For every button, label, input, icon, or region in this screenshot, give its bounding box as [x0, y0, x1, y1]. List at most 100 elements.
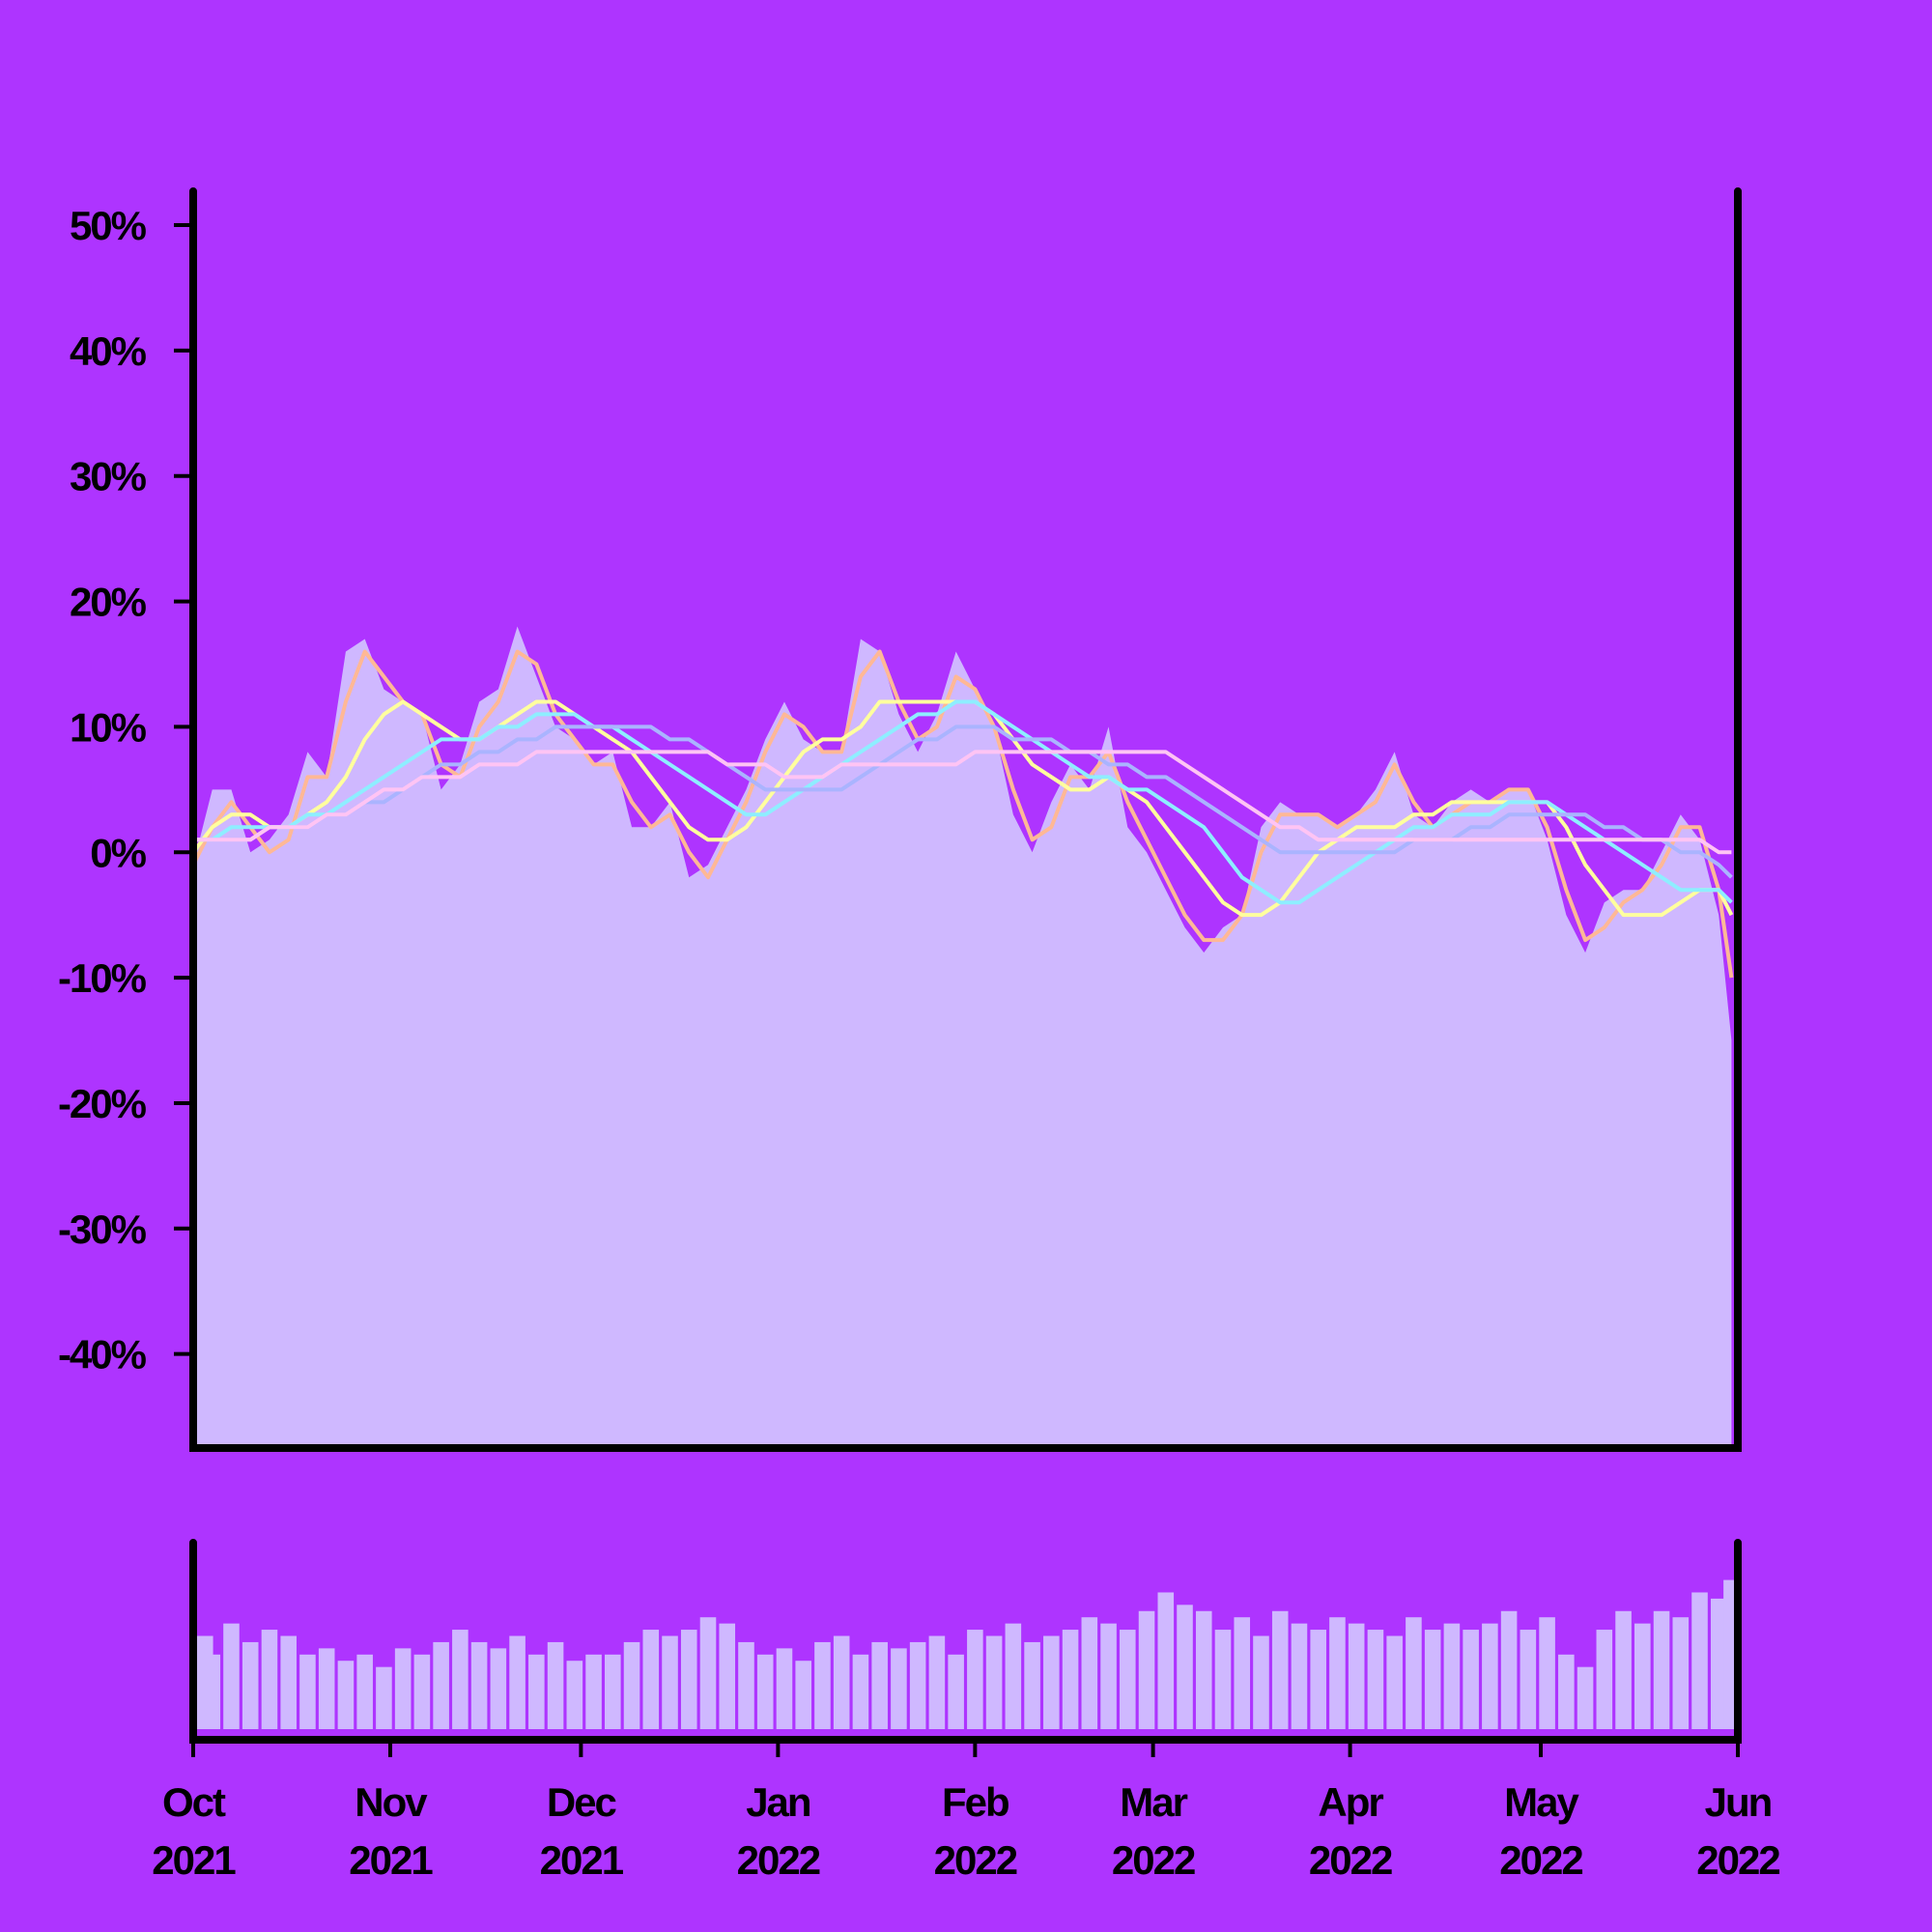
volume-bar [490, 1648, 507, 1729]
volume-bar [719, 1623, 736, 1729]
volume-bar [204, 1654, 221, 1729]
volume-bar [928, 1635, 946, 1729]
volume-bar [1005, 1623, 1022, 1729]
volume-bar [756, 1654, 774, 1729]
volume-bar [1043, 1635, 1060, 1729]
x-tick-label: Oct 2021 [152, 1779, 236, 1883]
volume-bar [967, 1630, 983, 1729]
volume-bar [280, 1635, 297, 1729]
volume-bar [1672, 1617, 1690, 1729]
volume-bar [1520, 1630, 1537, 1729]
volume-bar [985, 1635, 1003, 1729]
volume-bar [1120, 1630, 1136, 1729]
volume-bar [242, 1641, 259, 1729]
volume-bar [1234, 1617, 1251, 1729]
volume-bar [891, 1648, 907, 1729]
moving-average-line [193, 699, 1733, 905]
volume-bar [814, 1641, 831, 1729]
y-tick-label: 50% [70, 203, 147, 248]
volume-bar [642, 1630, 660, 1729]
y-tick-label: -30% [58, 1207, 147, 1252]
volume-bar [1500, 1610, 1518, 1729]
volume-bar [547, 1641, 564, 1729]
volume-bar [1443, 1623, 1461, 1729]
volume-bar [1596, 1630, 1613, 1729]
volume-bar [337, 1661, 355, 1729]
volume-bar [1482, 1623, 1498, 1729]
x-tick-label: Apr 2022 [1309, 1779, 1392, 1883]
volume-bar [1271, 1610, 1289, 1729]
y-tick-label: 10% [70, 704, 147, 750]
y-tick-label: 20% [70, 580, 147, 625]
volume-bar [1138, 1610, 1155, 1729]
x-tick-label: May 2022 [1499, 1779, 1582, 1883]
y-tick-label: 30% [70, 454, 147, 499]
volume-bar [509, 1635, 526, 1729]
volume-bar [433, 1641, 449, 1729]
volume-bar [1100, 1623, 1117, 1729]
volume-bar [1424, 1630, 1441, 1729]
volume-bar [1157, 1592, 1175, 1729]
volume-bar [1291, 1623, 1308, 1729]
volume-bar [1024, 1641, 1040, 1729]
x-tick-label: Mar 2022 [1112, 1779, 1195, 1883]
x-tick-label: Jun 2022 [1696, 1779, 1779, 1883]
volume-bar [1348, 1623, 1365, 1729]
volume-bar [452, 1630, 469, 1729]
volume-bar [680, 1630, 697, 1729]
volume-bar [1195, 1610, 1212, 1729]
y-tick-label: -40% [58, 1332, 147, 1378]
volume-bar [394, 1648, 412, 1729]
volume-bar [1691, 1592, 1708, 1729]
volume-bar [1653, 1610, 1670, 1729]
volume-bar [1081, 1617, 1098, 1729]
x-tick-label: Nov 2021 [349, 1779, 433, 1883]
volume-bar [948, 1654, 964, 1729]
volume-bar [1177, 1605, 1193, 1729]
volume-bar [776, 1648, 793, 1729]
moving-average-line [193, 750, 1732, 855]
volume-bar [909, 1641, 926, 1729]
volume-bar [699, 1617, 717, 1729]
volume-bar [1214, 1630, 1232, 1729]
volume-bar [1463, 1630, 1479, 1729]
volume-bar [1386, 1635, 1403, 1729]
volume-bar [795, 1661, 811, 1729]
volume-bar [318, 1648, 335, 1729]
volume-bar [261, 1630, 278, 1729]
y-tick-label: 40% [70, 328, 147, 374]
axes-frame [189, 187, 1742, 1452]
volume-bar [566, 1661, 583, 1729]
volume-bar [1615, 1610, 1632, 1729]
moving-average-line [193, 724, 1733, 879]
y-tick-label: 0% [90, 830, 146, 875]
volume-bar [528, 1654, 545, 1729]
volume-bar [413, 1654, 431, 1729]
volume-bar [852, 1654, 869, 1729]
volume-bar [1329, 1617, 1346, 1729]
volume-bar [1406, 1617, 1422, 1729]
volume-bar [356, 1654, 373, 1729]
volume-bar [1558, 1654, 1575, 1729]
volume-bar [1710, 1598, 1727, 1729]
volume-bar [738, 1641, 754, 1729]
volume-bar [1367, 1630, 1384, 1729]
volume-bar [376, 1666, 392, 1729]
volume-bar [223, 1623, 240, 1729]
volume-bar [1062, 1630, 1079, 1729]
x-tick-label: Dec 2021 [540, 1779, 624, 1883]
volume-bar [1310, 1630, 1326, 1729]
volume-bar [623, 1641, 640, 1729]
y-tick-label: -20% [58, 1081, 147, 1126]
volume-bar [1539, 1617, 1555, 1729]
volume-bar [470, 1641, 488, 1729]
volume-bar [662, 1635, 678, 1729]
x-tick-label: Jan 2022 [737, 1779, 820, 1883]
volume-bar [1253, 1635, 1269, 1729]
x-tick-label: Feb 2022 [934, 1779, 1017, 1883]
volume-bar [605, 1654, 621, 1729]
volume-bar [871, 1641, 888, 1729]
volume-bar [1634, 1623, 1651, 1729]
axes-frame [189, 1539, 1742, 1744]
